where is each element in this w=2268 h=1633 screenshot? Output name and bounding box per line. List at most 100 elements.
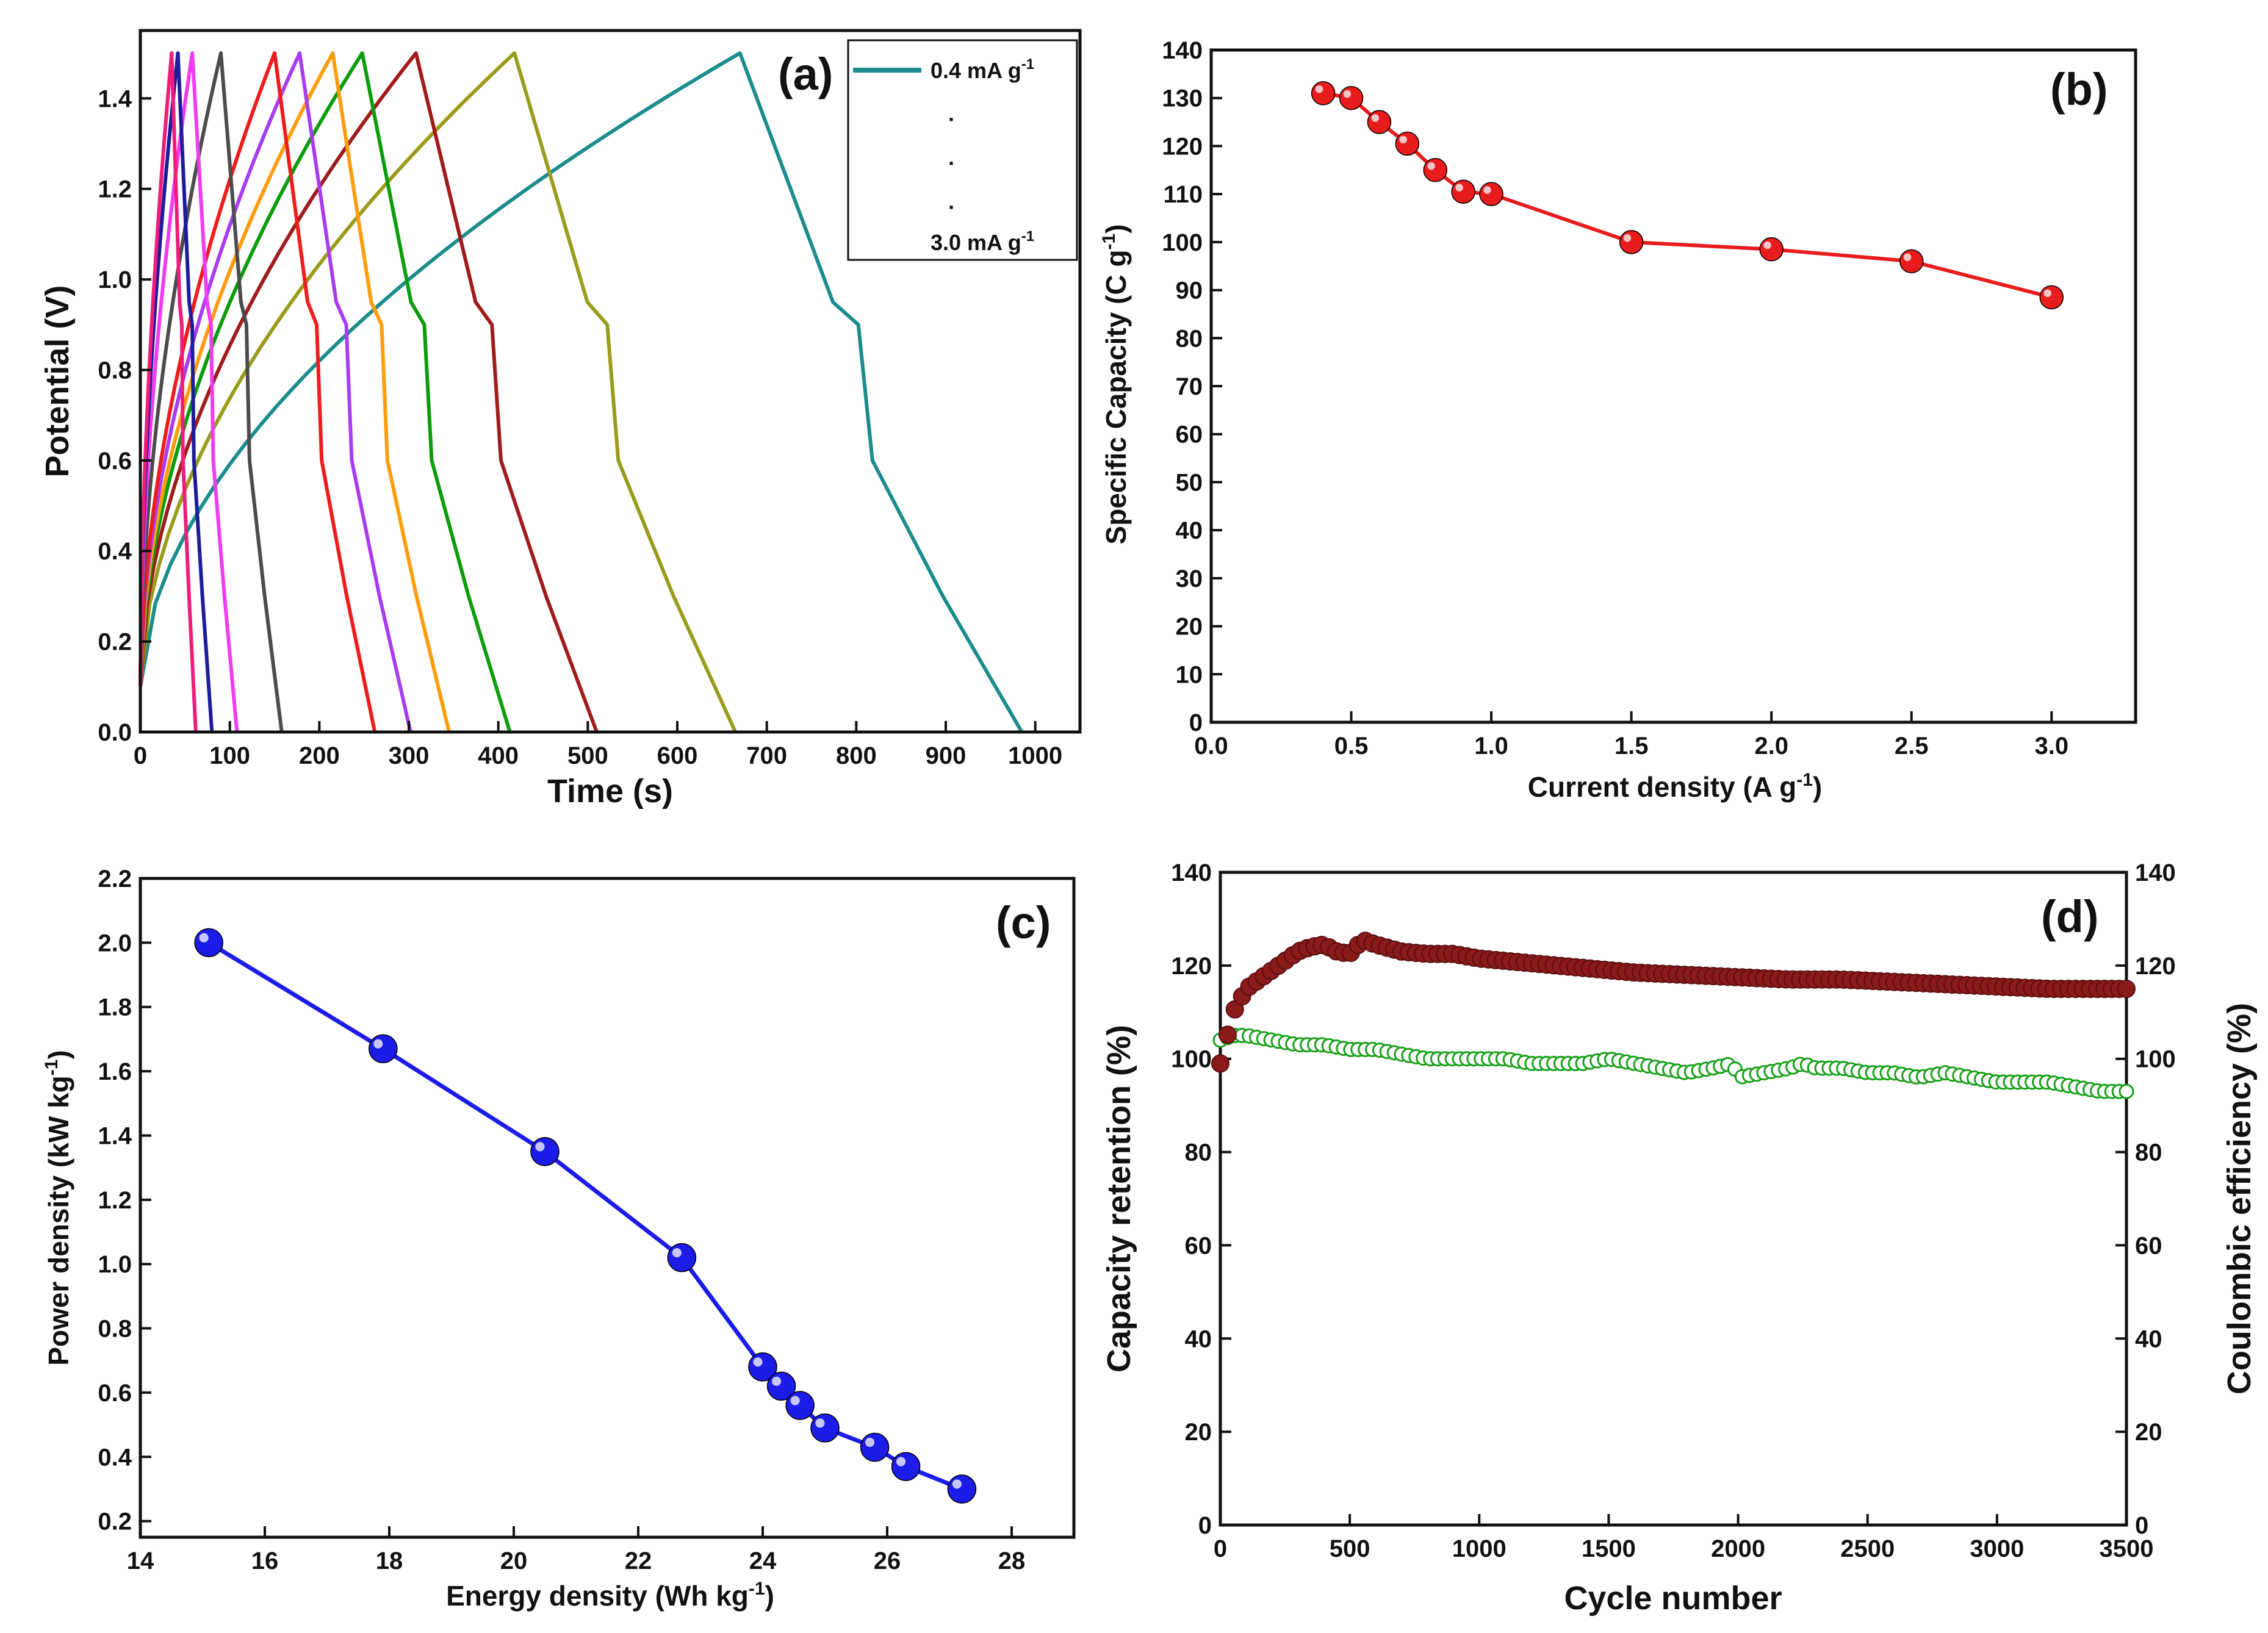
panel-c-xlabel-text: Energy density (Wh kg	[446, 1580, 749, 1612]
x-tick-label: 1000	[1452, 1535, 1507, 1562]
panel-a-ticks: 0 100 200 300 400 500 600 700 800 900 1000 0.0 0.2 0.…	[98, 85, 1062, 769]
x-tick-label: 20	[500, 1548, 528, 1574]
ragone-point-highlight	[672, 1248, 682, 1258]
panel-b-ylabel-tail: )	[1100, 224, 1132, 233]
gcd-curve-0.4	[139, 51, 1024, 733]
y-tick-label: 110	[1163, 181, 1203, 208]
x-tick-label: 3.0	[2034, 733, 2068, 759]
capacity-point-highlight	[1455, 184, 1463, 192]
gcd-curve-0.8	[139, 51, 451, 733]
x-tick-label: 1500	[1582, 1535, 1636, 1562]
panel-c-ylabel-tail: )	[43, 1050, 74, 1059]
x-tick-label: 0	[134, 742, 147, 769]
efficiency-point	[2119, 1083, 2134, 1099]
ragone-point-highlight	[199, 933, 209, 942]
panel-c-ticks: 14 16 18 20 22 24 26 28 0.2 0.4 0.6 0.8 1.0 1.2 1.4 1.6…	[98, 866, 1025, 1574]
y-tick-label: 0.8	[98, 1316, 132, 1343]
x-tick-label: 16	[251, 1548, 279, 1574]
y-tick-label: 1.6	[98, 1058, 132, 1085]
x-tick-label: 300	[389, 742, 430, 769]
y-right-tick-label: 80	[2135, 1140, 2162, 1166]
x-tick-label: 24	[749, 1548, 777, 1574]
y-right-tick-label: 0	[2135, 1512, 2148, 1539]
x-tick-label: 26	[874, 1548, 901, 1574]
capacity-point-highlight	[1623, 234, 1632, 242]
y-tick-label: 40	[1176, 517, 1203, 544]
capacity-point-highlight	[1343, 90, 1352, 98]
y-tick-label: 20	[1176, 614, 1203, 641]
panel-a-ylabel: Potential (V)	[39, 285, 76, 477]
y-tick-label: 1.4	[98, 85, 132, 112]
ragone-point-highlight	[535, 1142, 545, 1152]
capacity-point	[1339, 85, 1364, 110]
legend-dot-3: ·	[948, 195, 956, 220]
ragone-point-highlight	[753, 1357, 763, 1367]
x-tick-label: 500	[1330, 1535, 1370, 1562]
y-tick-label: 0	[1198, 1512, 1212, 1539]
panel-c-label: (c)	[996, 897, 1051, 948]
capacity-point	[1899, 249, 1924, 274]
ragone-point-highlight	[896, 1457, 906, 1466]
x-tick-label: 1.0	[1474, 733, 1508, 759]
ragone-series	[194, 928, 977, 1504]
ragone-point	[860, 1432, 890, 1462]
y-right-tick-label: 140	[2135, 860, 2176, 886]
capacity-point-highlight	[1763, 241, 1771, 249]
capacity-series	[1311, 81, 2064, 310]
x-tick-label: 700	[746, 742, 787, 769]
legend-last-sup: -1	[1021, 228, 1034, 245]
capacity-point	[1311, 81, 1336, 106]
ragone-point-highlight	[952, 1479, 962, 1489]
panel-b-xlabel-sup: -1	[1796, 770, 1813, 790]
x-tick-label: 0.5	[1334, 733, 1369, 759]
panel-b-frame	[1209, 48, 2137, 724]
gcd-curves	[139, 51, 1024, 733]
y-tick-label: 80	[1176, 325, 1203, 352]
capacity-point-highlight	[1483, 186, 1491, 194]
capacity-point-highlight	[1315, 85, 1323, 93]
y-right-tick-label: 40	[2135, 1326, 2162, 1352]
legend-first-sup: -1	[1021, 56, 1034, 73]
y-tick-label: 100	[1162, 229, 1203, 256]
panel-d-label: (d)	[2041, 891, 2099, 942]
gcd-curve-3.0	[139, 51, 198, 733]
panel-c-frame	[139, 877, 1076, 1539]
capacity-point	[1619, 230, 1644, 254]
x-tick-label: 800	[836, 742, 877, 769]
y-tick-label: 0.8	[98, 357, 132, 384]
panel-d-ylabel-right: Coulombic efficiency (%)	[2221, 1003, 2258, 1394]
capacity-point	[1479, 182, 1503, 206]
y-tick-label: 0.2	[98, 1509, 132, 1535]
panel-c: 14 16 18 20 22 24 26 28 0.2 0.4 0.6 0.8 1.0 1.2 1.4 1.6…	[41, 866, 1076, 1612]
y-tick-label: 120	[1171, 953, 1212, 980]
x-tick-label: 100	[209, 742, 250, 769]
y-tick-label: 0.0	[98, 719, 132, 746]
retention-point	[1211, 1054, 1229, 1073]
panel-d-xlabel: Cycle number	[1564, 1580, 1782, 1617]
y-tick-label: 0.2	[98, 629, 132, 656]
x-tick-label: 0	[1214, 1535, 1227, 1562]
panel-b-xlabel: Current density (A g-1)	[1528, 770, 1822, 803]
x-tick-label: 500	[567, 742, 608, 769]
legend-last-text: 3.0 mA g	[931, 230, 1021, 255]
ragone-point-highlight	[373, 1039, 383, 1049]
y-tick-label: 140	[1162, 37, 1203, 64]
ragone-point-highlight	[865, 1437, 875, 1448]
ragone-point	[667, 1243, 697, 1272]
y-tick-label: 100	[1171, 1046, 1212, 1073]
capacity-point-highlight	[1427, 162, 1435, 170]
x-tick-label: 28	[998, 1548, 1026, 1574]
ragone-point-highlight	[815, 1418, 825, 1428]
capacity-point-highlight	[1371, 114, 1380, 122]
legend-box	[847, 39, 1078, 261]
y-tick-label: 130	[1162, 85, 1203, 112]
capacity-point-highlight	[1399, 135, 1407, 144]
x-tick-label: 600	[657, 742, 698, 769]
capacity-point-highlight	[1903, 253, 1912, 261]
retention-point	[2117, 980, 2136, 999]
cycling-series	[1211, 931, 2136, 1099]
y-tick-label: 0.6	[98, 448, 132, 475]
